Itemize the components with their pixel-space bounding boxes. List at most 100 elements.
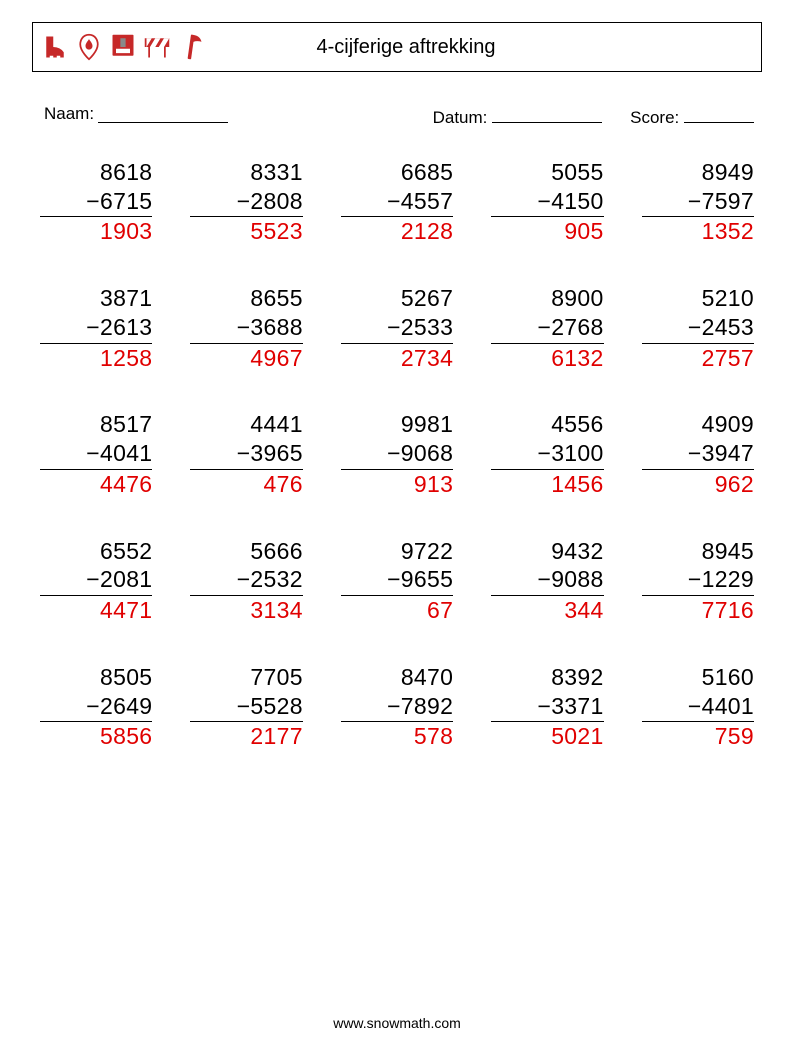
subtrahend: −7597 [642,187,754,218]
problem: 9432−9088344 [491,537,603,625]
problem: 8618−67151903 [40,158,152,246]
answer: 905 [491,217,603,246]
answer: 4471 [40,596,152,625]
subtrahend: −2768 [491,313,603,344]
minuend: 4441 [190,410,302,439]
subtrahend: −5528 [190,692,302,723]
subtrahend: −6715 [40,187,152,218]
problem: 8505−26495856 [40,663,152,751]
name-label: Naam: [44,104,94,128]
answer: 6132 [491,344,603,373]
minuend: 6552 [40,537,152,566]
answer: 1456 [491,470,603,499]
answer: 344 [491,596,603,625]
minuend: 8655 [190,284,302,313]
answer: 2734 [341,344,453,373]
subtrahend: −2808 [190,187,302,218]
problem: 6685−45572128 [341,158,453,246]
answer: 67 [341,596,453,625]
answer: 5021 [491,722,603,751]
answer: 578 [341,722,453,751]
subtrahend: −3371 [491,692,603,723]
problems-grid: 8618−67151903 8331−28085523 6685−45572128 5… [32,158,762,751]
minuend: 3871 [40,284,152,313]
answer: 1903 [40,217,152,246]
subtrahend: −2532 [190,565,302,596]
answer: 2128 [341,217,453,246]
answer: 2757 [642,344,754,373]
subtrahend: −7892 [341,692,453,723]
answer: 5523 [190,217,302,246]
score-blank[interactable] [684,104,754,123]
subtrahend: −4557 [341,187,453,218]
answer: 2177 [190,722,302,751]
subtrahend: −1229 [642,565,754,596]
minuend: 8505 [40,663,152,692]
minuend: 5210 [642,284,754,313]
answer: 7716 [642,596,754,625]
minuend: 7705 [190,663,302,692]
problem: 5210−24532757 [642,284,754,372]
minuend: 5160 [642,663,754,692]
answer: 3134 [190,596,302,625]
problem: 5055−4150905 [491,158,603,246]
subtrahend: −2081 [40,565,152,596]
problem: 5160−4401759 [642,663,754,751]
worksheet-title: 4-cijferige aftrekking [55,36,757,59]
problem: 8949−75971352 [642,158,754,246]
subtrahend: −4401 [642,692,754,723]
subtrahend: −3965 [190,439,302,470]
answer: 1352 [642,217,754,246]
problem: 8392−33715021 [491,663,603,751]
minuend: 8331 [190,158,302,187]
answer: 759 [642,722,754,751]
problem: 6552−20814471 [40,537,152,625]
problem: 9722−965567 [341,537,453,625]
header-box: 4-cijferige aftrekking [32,22,762,72]
subtrahend: −9088 [491,565,603,596]
minuend: 8470 [341,663,453,692]
problem: 4441−3965476 [190,410,302,498]
problem: 5666−25323134 [190,537,302,625]
minuend: 4909 [642,410,754,439]
problem: 7705−55282177 [190,663,302,751]
problem: 3871−26131258 [40,284,152,372]
minuend: 5666 [190,537,302,566]
problem: 8331−28085523 [190,158,302,246]
minuend: 8618 [40,158,152,187]
problem: 8517−40414476 [40,410,152,498]
minuend: 5267 [341,284,453,313]
name-blank[interactable] [98,104,228,123]
subtrahend: −2649 [40,692,152,723]
answer: 476 [190,470,302,499]
subtrahend: −3947 [642,439,754,470]
answer: 4967 [190,344,302,373]
subtrahend: −2533 [341,313,453,344]
subtrahend: −3688 [190,313,302,344]
minuend: 8949 [642,158,754,187]
subtrahend: −2613 [40,313,152,344]
subtrahend: −9655 [341,565,453,596]
date-blank[interactable] [492,104,602,123]
subtrahend: −2453 [642,313,754,344]
info-fields: Naam: Datum: Score: [44,104,754,128]
subtrahend: −9068 [341,439,453,470]
problem: 8945−12297716 [642,537,754,625]
problem: 5267−25332734 [341,284,453,372]
problem: 8655−36884967 [190,284,302,372]
problem: 8900−27686132 [491,284,603,372]
problem: 9981−9068913 [341,410,453,498]
problem: 4556−31001456 [491,410,603,498]
subtrahend: −4041 [40,439,152,470]
subtrahend: −4150 [491,187,603,218]
problem: 4909−3947962 [642,410,754,498]
score-label: Score: [630,108,679,127]
subtrahend: −3100 [491,439,603,470]
answer: 5856 [40,722,152,751]
minuend: 8517 [40,410,152,439]
minuend: 4556 [491,410,603,439]
answer: 913 [341,470,453,499]
minuend: 8900 [491,284,603,313]
minuend: 8392 [491,663,603,692]
minuend: 9432 [491,537,603,566]
